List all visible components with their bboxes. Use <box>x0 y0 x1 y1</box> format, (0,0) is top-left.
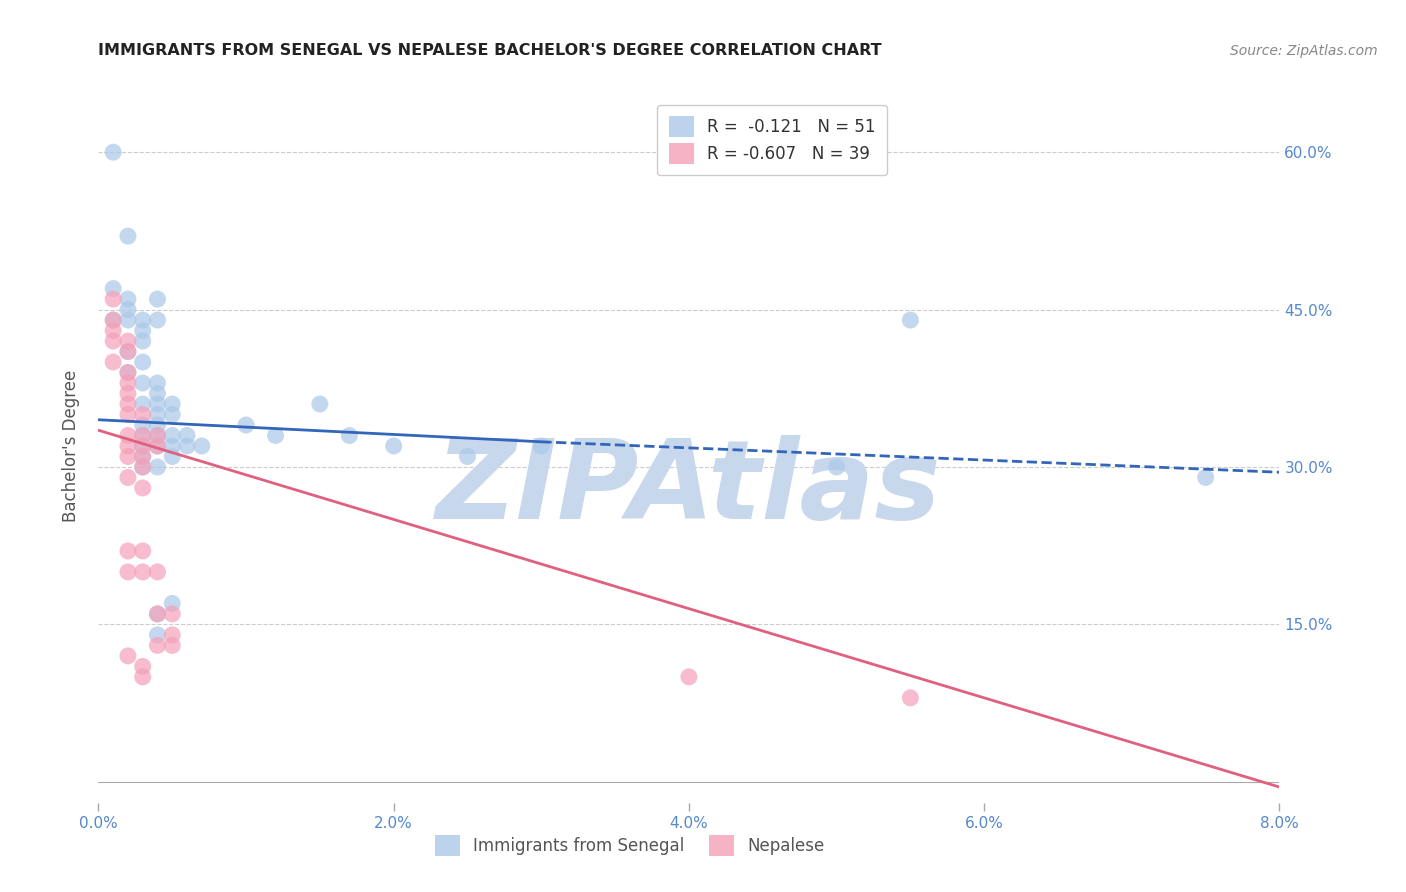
Point <box>146 397 169 411</box>
Point <box>176 439 198 453</box>
Point <box>132 659 155 673</box>
Text: IMMIGRANTS FROM SENEGAL VS NEPALESE BACHELOR'S DEGREE CORRELATION CHART: IMMIGRANTS FROM SENEGAL VS NEPALESE BACH… <box>98 43 882 58</box>
Point <box>103 313 125 327</box>
Point <box>146 417 169 432</box>
Point <box>117 302 139 317</box>
Legend: Immigrants from Senegal, Nepalese: Immigrants from Senegal, Nepalese <box>429 829 831 863</box>
Point <box>162 428 183 442</box>
Point <box>162 408 183 422</box>
Y-axis label: Bachelor's Degree: Bachelor's Degree <box>62 370 80 522</box>
Point <box>456 450 478 464</box>
Point <box>146 439 169 453</box>
Point <box>900 690 922 705</box>
Point <box>162 439 183 453</box>
Point <box>146 628 169 642</box>
Point <box>103 145 125 160</box>
Point <box>103 324 125 338</box>
Point <box>162 397 183 411</box>
Point <box>1194 470 1216 484</box>
Point <box>117 397 139 411</box>
Point <box>117 439 139 453</box>
Point <box>678 670 700 684</box>
Point <box>117 648 139 663</box>
Point <box>132 460 155 475</box>
Point <box>117 292 139 306</box>
Point <box>132 481 155 495</box>
Point <box>162 596 183 610</box>
Point <box>235 417 257 432</box>
Point <box>117 344 139 359</box>
Point <box>337 428 360 442</box>
Point <box>132 428 155 442</box>
Point <box>103 313 125 327</box>
Point <box>176 428 198 442</box>
Point <box>162 628 183 642</box>
Point <box>132 397 155 411</box>
Point <box>146 428 169 442</box>
Point <box>146 565 169 579</box>
Point <box>117 428 139 442</box>
Point <box>146 607 169 621</box>
Point <box>117 544 139 558</box>
Point <box>117 366 139 380</box>
Point <box>103 355 125 369</box>
Point <box>146 292 169 306</box>
Point <box>132 428 155 442</box>
Point <box>117 344 139 359</box>
Point <box>146 439 169 453</box>
Point <box>382 439 405 453</box>
Text: Source: ZipAtlas.com: Source: ZipAtlas.com <box>1230 44 1378 58</box>
Point <box>117 229 139 244</box>
Point <box>132 355 155 369</box>
Point <box>146 428 169 442</box>
Point <box>264 428 287 442</box>
Point <box>103 282 125 296</box>
Point <box>132 450 155 464</box>
Point <box>146 376 169 390</box>
Point <box>117 313 139 327</box>
Point <box>132 324 155 338</box>
Point <box>132 439 155 453</box>
Point <box>900 313 922 327</box>
Point <box>103 334 125 348</box>
Point <box>132 439 155 453</box>
Point <box>146 386 169 401</box>
Point <box>162 607 183 621</box>
Point <box>162 450 183 464</box>
Point <box>117 450 139 464</box>
Point <box>132 565 155 579</box>
Point <box>103 292 125 306</box>
Point <box>825 460 848 475</box>
Point <box>162 639 183 653</box>
Point <box>146 408 169 422</box>
Point <box>146 313 169 327</box>
Point <box>132 670 155 684</box>
Point <box>117 470 139 484</box>
Point <box>117 376 139 390</box>
Point <box>146 639 169 653</box>
Point <box>530 439 553 453</box>
Point <box>132 334 155 348</box>
Point <box>191 439 214 453</box>
Point <box>132 408 155 422</box>
Point <box>308 397 332 411</box>
Point <box>132 417 155 432</box>
Point <box>132 313 155 327</box>
Point <box>132 376 155 390</box>
Point <box>132 450 155 464</box>
Point <box>117 565 139 579</box>
Text: ZIPAtlas: ZIPAtlas <box>436 435 942 542</box>
Point <box>132 460 155 475</box>
Point <box>117 334 139 348</box>
Point <box>132 544 155 558</box>
Point <box>117 366 139 380</box>
Point <box>146 460 169 475</box>
Point <box>146 607 169 621</box>
Point <box>117 408 139 422</box>
Point <box>117 386 139 401</box>
